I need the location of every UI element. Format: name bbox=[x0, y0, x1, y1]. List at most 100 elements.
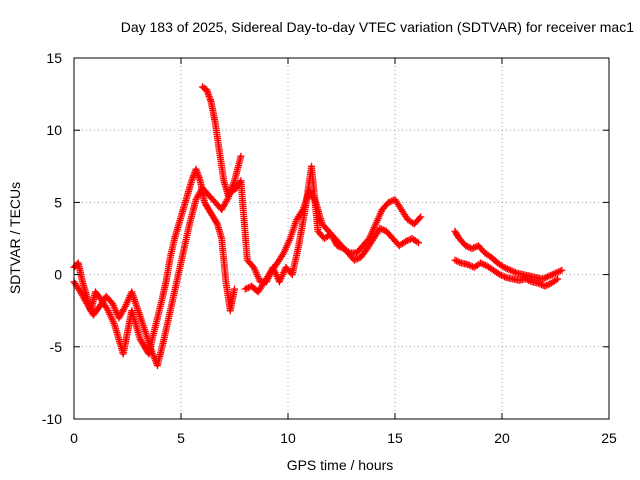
data-point bbox=[543, 273, 551, 281]
data-point bbox=[544, 281, 552, 289]
data-point bbox=[200, 84, 208, 92]
x-tick-label: 10 bbox=[280, 430, 296, 446]
data-point bbox=[217, 233, 225, 241]
x-axis-label: GPS time / hours bbox=[287, 457, 394, 473]
data-point bbox=[114, 334, 122, 342]
data-point bbox=[453, 232, 461, 240]
data-point bbox=[185, 222, 193, 230]
data-point bbox=[507, 275, 515, 283]
data-point bbox=[501, 273, 509, 281]
data-point bbox=[354, 255, 362, 263]
data-point bbox=[497, 271, 505, 279]
data-point bbox=[196, 175, 204, 183]
data-point bbox=[473, 261, 481, 269]
data-point bbox=[407, 218, 415, 226]
series-track-1 bbox=[70, 165, 238, 358]
data-point bbox=[540, 274, 548, 282]
data-point bbox=[511, 268, 519, 276]
y-axis-label: SDTVAR / TECUs bbox=[7, 182, 23, 294]
data-point bbox=[379, 226, 387, 234]
x-tick-label: 0 bbox=[70, 430, 78, 446]
data-point bbox=[542, 281, 550, 289]
data-point bbox=[398, 240, 406, 248]
data-point bbox=[139, 340, 147, 348]
data-point bbox=[311, 197, 319, 205]
data-point bbox=[525, 276, 533, 284]
data-point bbox=[179, 207, 187, 215]
data-point bbox=[523, 276, 531, 284]
series-track-6 bbox=[451, 256, 562, 290]
x-tick-label: 5 bbox=[177, 430, 185, 446]
series-track-5 bbox=[451, 227, 566, 283]
data-point bbox=[552, 269, 559, 277]
data-point bbox=[166, 255, 174, 263]
data-point bbox=[484, 251, 492, 259]
y-tick-label: -10 bbox=[42, 411, 62, 427]
data-point bbox=[491, 257, 499, 265]
data-point bbox=[553, 268, 561, 276]
series-track-4 bbox=[241, 187, 423, 296]
data-point bbox=[547, 271, 555, 279]
data-point bbox=[542, 273, 550, 281]
data-point bbox=[556, 267, 564, 275]
data-point bbox=[356, 245, 364, 253]
data-point bbox=[411, 237, 419, 245]
data-point bbox=[153, 316, 161, 324]
data-point bbox=[503, 265, 511, 273]
data-point bbox=[453, 257, 461, 265]
data-point bbox=[220, 175, 228, 183]
data-point bbox=[310, 195, 318, 203]
data-point bbox=[335, 239, 343, 247]
data-point bbox=[209, 196, 217, 204]
data-point bbox=[298, 207, 306, 215]
data-point bbox=[415, 214, 423, 222]
data-point bbox=[499, 272, 507, 280]
data-point bbox=[348, 253, 356, 261]
data-point bbox=[213, 219, 221, 227]
x-tick-label: 25 bbox=[601, 430, 617, 446]
data-point bbox=[247, 260, 255, 268]
data-point bbox=[318, 232, 326, 240]
data-point bbox=[386, 232, 394, 240]
data-point bbox=[212, 217, 220, 225]
data-point bbox=[341, 246, 349, 254]
y-tick-label: 10 bbox=[46, 122, 62, 138]
data-point bbox=[538, 281, 546, 289]
data-point bbox=[462, 260, 470, 268]
data-point bbox=[81, 296, 89, 304]
data-point bbox=[94, 305, 102, 313]
data-point bbox=[200, 197, 208, 205]
data-point bbox=[123, 330, 131, 338]
data-point bbox=[451, 256, 459, 264]
data-point bbox=[505, 266, 513, 274]
data-point bbox=[552, 276, 560, 284]
y-tick-label: 5 bbox=[54, 194, 62, 210]
tick-layer: 0 5 10 15 20 25 -10 -5 0 5 10 15 bbox=[42, 50, 617, 446]
data-point bbox=[508, 267, 516, 275]
data-point bbox=[497, 261, 505, 269]
data-point bbox=[243, 284, 251, 292]
data-point bbox=[286, 268, 294, 276]
data-point bbox=[230, 186, 238, 194]
data-point bbox=[329, 232, 337, 240]
data-point bbox=[314, 225, 322, 233]
x-tick-label: 20 bbox=[494, 430, 510, 446]
data-point bbox=[241, 285, 249, 293]
data-point bbox=[371, 222, 379, 230]
data-point bbox=[486, 264, 494, 272]
data-point bbox=[478, 260, 486, 268]
data-point bbox=[166, 309, 174, 317]
data-point bbox=[352, 255, 360, 263]
data-point bbox=[157, 299, 165, 307]
data-point bbox=[172, 280, 180, 288]
data-point bbox=[285, 236, 293, 244]
data-point bbox=[132, 319, 140, 327]
data-point bbox=[478, 246, 486, 254]
data-point bbox=[174, 222, 182, 230]
data-point bbox=[459, 239, 467, 247]
data-point bbox=[382, 201, 390, 209]
data-layer bbox=[70, 83, 566, 370]
data-point bbox=[361, 247, 369, 255]
series-track-2 bbox=[70, 152, 245, 370]
